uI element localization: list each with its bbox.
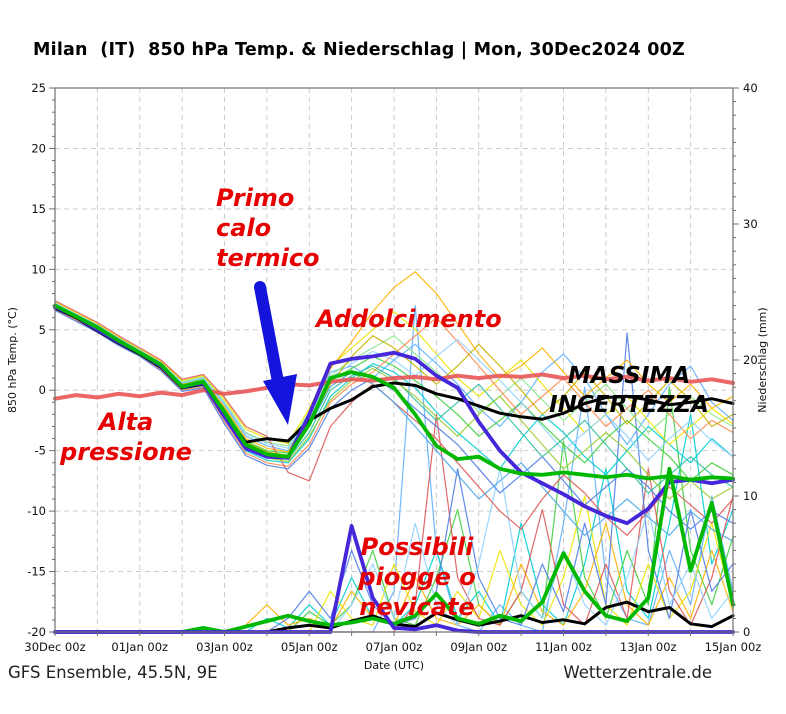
svg-text:Niederschlag (mm): Niederschlag (mm): [756, 307, 769, 412]
svg-text:30: 30: [743, 217, 758, 231]
annotation-possibili-piogge: Possibili piogge o nevicate: [358, 533, 476, 621]
annotation-addolcimento: Addolcimento: [316, 305, 502, 333]
trend-arrow-icon: [254, 281, 297, 425]
svg-text:30Dec 00z: 30Dec 00z: [24, 640, 85, 654]
annotation-massima-incertezza: MASSIMA INCERTEZZA: [549, 363, 709, 418]
svg-text:Date (UTC): Date (UTC): [364, 659, 424, 672]
svg-text:25: 25: [31, 81, 46, 95]
svg-text:10: 10: [743, 489, 758, 503]
svg-text:0: 0: [39, 383, 46, 397]
svg-text:11Jan 00z: 11Jan 00z: [535, 640, 592, 654]
svg-text:09Jan 00z: 09Jan 00z: [450, 640, 507, 654]
svg-text:0: 0: [743, 625, 750, 639]
annotation-primo-calo-termico: Primo calo termico: [216, 184, 320, 272]
svg-text:15: 15: [31, 202, 46, 216]
svg-text:07Jan 00z: 07Jan 00z: [366, 640, 423, 654]
svg-text:-5: -5: [35, 444, 46, 458]
svg-text:20: 20: [31, 141, 46, 155]
svg-text:13Jan 00z: 13Jan 00z: [620, 640, 677, 654]
svg-text:-10: -10: [27, 504, 46, 518]
svg-text:01Jan 00z: 01Jan 00z: [111, 640, 168, 654]
source-label: Wetterzentrale.de: [563, 663, 712, 682]
svg-text:-15: -15: [27, 565, 46, 579]
svg-text:03Jan 00z: 03Jan 00z: [196, 640, 253, 654]
chart-title: Milan (IT) 850 hPa Temp. & Niederschlag …: [33, 40, 685, 60]
svg-text:40: 40: [743, 81, 758, 95]
svg-text:850 hPa Temp. (°C): 850 hPa Temp. (°C): [6, 307, 19, 413]
svg-text:5: 5: [39, 323, 46, 337]
annotation-alta-pressione: Alta pressione: [60, 408, 192, 466]
model-run-label: GFS Ensemble, 45.5N, 9E: [8, 663, 218, 682]
svg-text:15Jan 00z: 15Jan 00z: [705, 640, 762, 654]
svg-text:20: 20: [743, 353, 758, 367]
svg-text:05Jan 00z: 05Jan 00z: [281, 640, 338, 654]
svg-text:10: 10: [31, 262, 46, 276]
svg-text:-20: -20: [27, 625, 46, 639]
